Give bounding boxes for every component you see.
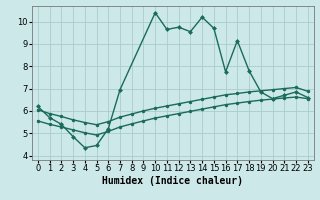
- X-axis label: Humidex (Indice chaleur): Humidex (Indice chaleur): [102, 176, 243, 186]
